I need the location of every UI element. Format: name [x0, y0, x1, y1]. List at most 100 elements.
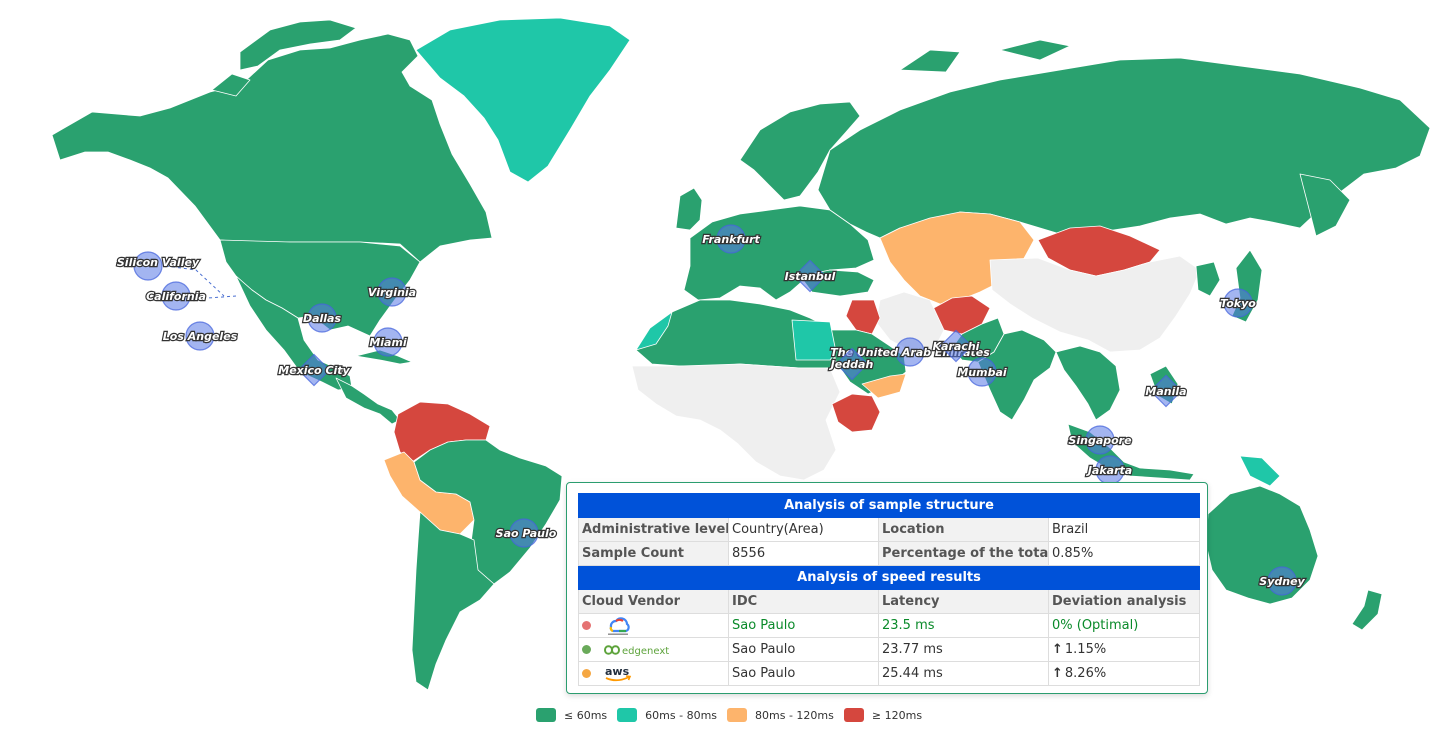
- legend-label: 60ms - 80ms: [645, 708, 718, 722]
- city-marker-silicon-valley[interactable]: Silicon Valley: [116, 251, 201, 281]
- legend-label: ≥ 120ms: [871, 708, 923, 722]
- city-label: California: [146, 290, 206, 303]
- city-marker-frankfurt[interactable]: Frankfurt: [701, 224, 762, 254]
- table-row: edgenext Sao Paulo 23.77 ms ↑ 1.15%: [578, 637, 1201, 662]
- city-marker-dallas[interactable]: Dallas: [302, 303, 343, 333]
- latency-cell: 25.44 ms: [878, 661, 1049, 686]
- country-mexico[interactable]: [235, 275, 353, 391]
- city-marker-los-angeles[interactable]: Los Angeles: [162, 321, 239, 351]
- city-label: Tokyo: [1220, 297, 1256, 310]
- country-southeast-asia[interactable]: [1055, 345, 1121, 421]
- city-marker-mumbai[interactable]: Mumbai: [956, 357, 1008, 387]
- country-central-africa[interactable]: [631, 363, 841, 481]
- city-marker-singapore[interactable]: Singapore: [1067, 425, 1133, 455]
- country-southern-cone[interactable]: [411, 511, 495, 691]
- vendor-dot: [582, 645, 591, 654]
- country-greenland[interactable]: [415, 17, 631, 183]
- city-marker-karachi[interactable]: Karachi: [931, 329, 981, 363]
- admin-level-value: Country(Area): [728, 517, 879, 542]
- legend-label: ≤ 60ms: [564, 708, 608, 722]
- country-ethiopia[interactable]: [831, 393, 881, 433]
- deviation-cell: ↑ 1.15%: [1047, 637, 1201, 662]
- country-iran[interactable]: [875, 291, 945, 353]
- header-idc: IDC: [728, 589, 879, 614]
- city-label: Singapore: [1068, 434, 1132, 447]
- sample-count-value: 8556: [728, 541, 879, 566]
- header-latency: Latency: [878, 589, 1049, 614]
- circle-marker-icon: [161, 281, 191, 311]
- city-marker-sao-paulo[interactable]: Sao Paulo: [494, 518, 558, 548]
- admin-row: Administrative level Country(Area) Locat…: [578, 517, 1201, 542]
- city-label: Manila: [1145, 385, 1186, 398]
- percentage-value: 0.85%: [1047, 541, 1201, 566]
- country-canada[interactable]: [51, 33, 493, 263]
- city-label: Jakarta: [1086, 464, 1132, 477]
- idc-cell: Sao Paulo: [728, 637, 879, 662]
- circle-marker-icon: [133, 251, 163, 281]
- city-marker-tokyo[interactable]: Tokyo: [1219, 288, 1257, 318]
- country-scandinavia[interactable]: [739, 101, 861, 201]
- city-marker-mexico-city[interactable]: Mexico City: [277, 353, 352, 387]
- circle-marker-icon: [1267, 566, 1297, 596]
- city-label: Mexico City: [278, 364, 350, 377]
- percentage-label: Percentage of the total: [878, 541, 1049, 566]
- circle-marker-icon: [307, 303, 337, 333]
- country-russia-islands[interactable]: [899, 39, 1071, 73]
- vendor-cell: aws: [578, 661, 729, 686]
- deviation-value: 8.26%: [1064, 666, 1107, 681]
- city-label: Frankfurt: [702, 233, 760, 246]
- sample-count-label: Sample Count: [578, 541, 729, 566]
- circle-marker-icon: [185, 321, 215, 351]
- circle-marker-icon: [373, 327, 403, 357]
- country-new-zealand[interactable]: [1351, 589, 1383, 631]
- city-label: Karachi: [933, 340, 980, 353]
- country-papua[interactable]: [1239, 455, 1281, 487]
- legend-item-ge120[interactable]: ≥ 120ms: [843, 708, 923, 722]
- deviation-cell: 0% (Optimal): [1047, 613, 1201, 638]
- vendor-cell: edgenext: [578, 637, 729, 662]
- country-india[interactable]: [977, 329, 1057, 421]
- country-central-america[interactable]: [335, 377, 401, 425]
- legend-item-80-120[interactable]: 80ms - 120ms: [727, 708, 834, 722]
- country-uk[interactable]: [675, 187, 703, 231]
- circle-marker-icon: [1085, 425, 1115, 455]
- country-afghanistan[interactable]: [929, 295, 991, 335]
- country-kamchatka[interactable]: [1299, 173, 1351, 237]
- country-yemen[interactable]: [861, 373, 907, 399]
- city-marker-istanbul[interactable]: Istanbul: [783, 259, 837, 293]
- country-brazil[interactable]: [413, 439, 563, 585]
- deviation-value: 1.15%: [1064, 642, 1107, 657]
- vendor-dot: [582, 669, 591, 678]
- city-label: Sydney: [1259, 575, 1305, 588]
- location-value: Brazil: [1047, 517, 1201, 542]
- legend-item-le60[interactable]: ≤ 60ms: [536, 708, 607, 722]
- city-label: Dallas: [303, 312, 342, 325]
- country-morocco[interactable]: [635, 311, 673, 351]
- city-marker-sydney[interactable]: Sydney: [1258, 566, 1307, 596]
- city-label: Mumbai: [957, 366, 1007, 379]
- diamond-marker-icon: [939, 329, 973, 363]
- aws-logo-icon: aws: [605, 665, 632, 681]
- country-china[interactable]: [989, 255, 1201, 353]
- admin-level-label: Administrative level: [578, 517, 729, 542]
- circle-marker-icon: [716, 224, 746, 254]
- city-marker-jakarta[interactable]: Jakarta: [1085, 455, 1133, 485]
- legend-swatch: [617, 708, 638, 722]
- city-marker-miami[interactable]: Miami: [368, 327, 408, 357]
- city-marker-manila[interactable]: Manila: [1144, 374, 1188, 408]
- city-marker-jeddah[interactable]: Jeddah: [828, 347, 875, 381]
- legend-swatch: [536, 708, 556, 722]
- country-egypt[interactable]: [791, 319, 837, 361]
- circle-marker-icon: [967, 357, 997, 387]
- city-marker-california[interactable]: California: [145, 281, 207, 311]
- legend-item-60-80[interactable]: 60ms - 80ms: [617, 708, 717, 722]
- legend-swatch: [843, 708, 864, 722]
- country-iraq[interactable]: [845, 299, 881, 335]
- country-canada-islands[interactable]: [211, 19, 357, 97]
- structure-section-header: Analysis of sample structure: [577, 493, 1201, 518]
- city-marker-virginia[interactable]: Virginia: [367, 277, 417, 307]
- speed-header-row: Cloud Vendor IDC Latency Deviation analy…: [578, 589, 1201, 614]
- legend-label: 80ms - 120ms: [755, 708, 834, 722]
- table-row: Sao Paulo 23.5 ms 0% (Optimal): [578, 613, 1201, 638]
